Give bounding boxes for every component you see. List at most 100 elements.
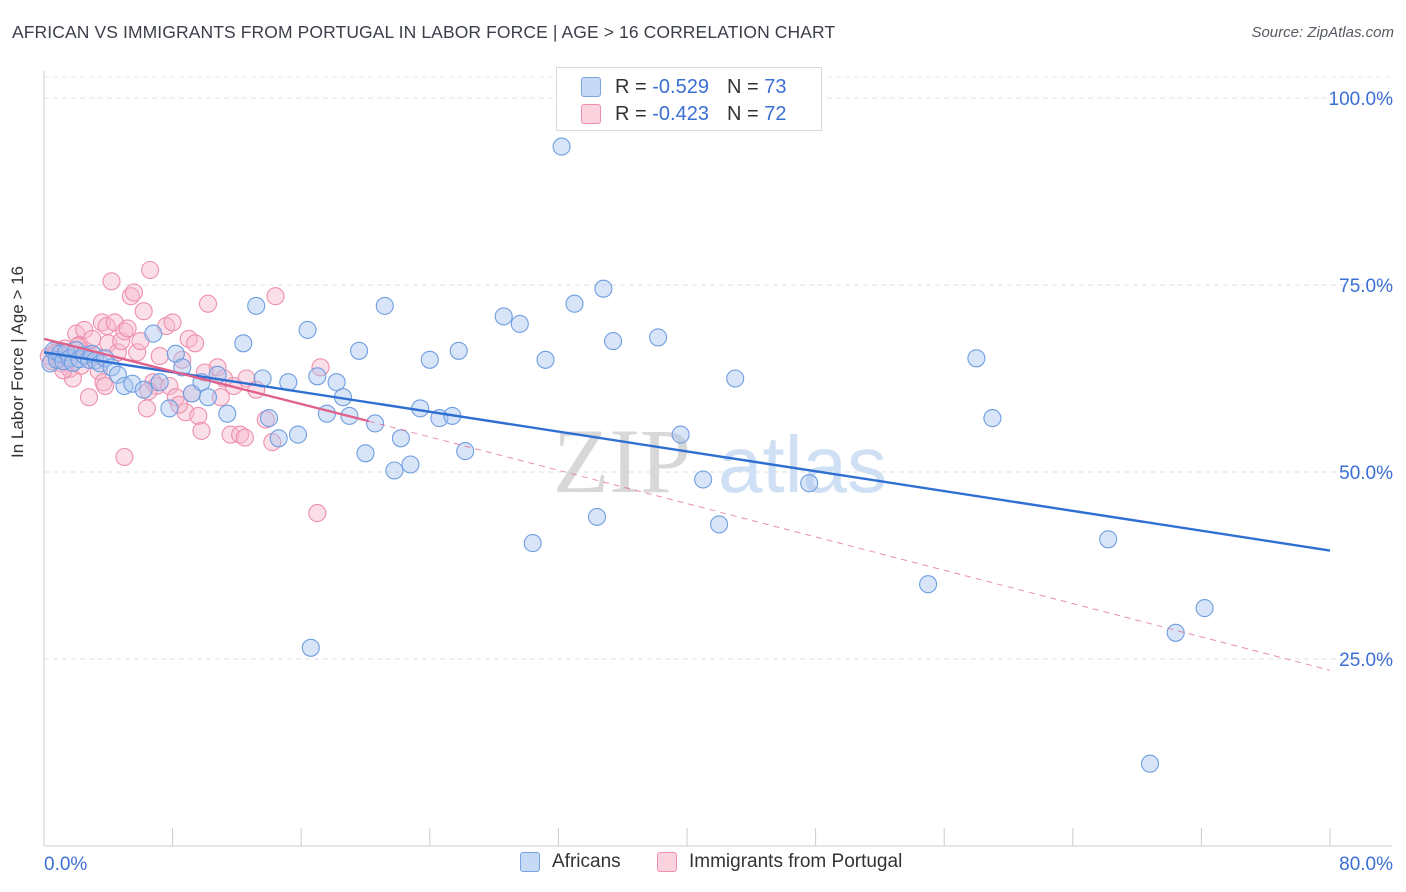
r-label: R = xyxy=(615,102,647,125)
data-point xyxy=(150,347,169,366)
legend-item-portugal[interactable]: Immigrants from Portugal xyxy=(657,851,902,873)
data-point xyxy=(726,369,745,388)
africans-legend-swatch xyxy=(520,852,540,872)
data-point xyxy=(401,455,420,474)
data-point xyxy=(967,349,986,368)
y-tick-label: 75.0% xyxy=(1339,276,1393,297)
data-point xyxy=(247,296,266,315)
watermark-zip: ZIP xyxy=(553,410,691,512)
data-point xyxy=(594,279,613,298)
data-point xyxy=(163,313,182,332)
data-point xyxy=(144,324,163,343)
data-point xyxy=(308,367,327,386)
data-point xyxy=(186,334,205,353)
data-point xyxy=(269,429,288,448)
data-point xyxy=(160,399,179,418)
data-point xyxy=(449,341,468,360)
series-africans-points xyxy=(41,137,1214,773)
data-point xyxy=(102,272,121,291)
n-label: N = xyxy=(726,75,759,98)
watermark-atlas: atlas xyxy=(718,420,887,509)
data-point xyxy=(256,410,275,429)
data-point xyxy=(108,365,127,384)
data-point xyxy=(983,409,1002,428)
data-point xyxy=(649,328,668,347)
data-point xyxy=(189,406,208,425)
data-point xyxy=(169,395,189,414)
data-point xyxy=(327,373,346,392)
axes xyxy=(43,71,1392,847)
data-point xyxy=(118,319,137,338)
data-point xyxy=(536,350,555,369)
data-point xyxy=(301,638,320,657)
data-point xyxy=(96,376,115,396)
data-point xyxy=(1195,599,1214,618)
data-point xyxy=(115,322,134,341)
legend-label-africans: Africans xyxy=(552,851,621,872)
data-point xyxy=(221,425,240,444)
stats-legend: R = -0.529 N = 73 R = -0.423 N = 72 xyxy=(556,67,822,131)
y-tick-label: 50.0% xyxy=(1339,463,1393,484)
data-point xyxy=(308,504,327,523)
x-tick-label-max: 80.0% xyxy=(1339,854,1393,875)
n-value: 73 xyxy=(764,75,787,98)
y-tick-label: 100.0% xyxy=(1329,89,1394,110)
data-point xyxy=(1140,754,1160,773)
data-point xyxy=(800,474,819,493)
data-point xyxy=(124,283,144,302)
r-label: R = xyxy=(615,75,647,98)
data-point xyxy=(604,332,623,351)
data-point xyxy=(211,388,230,407)
data-point xyxy=(494,307,513,326)
data-point xyxy=(266,287,285,306)
data-point xyxy=(134,302,153,321)
data-point xyxy=(218,404,237,423)
data-point xyxy=(356,444,375,463)
data-point xyxy=(1099,530,1118,549)
data-point xyxy=(198,294,218,313)
data-point xyxy=(456,442,475,461)
data-point xyxy=(173,358,192,377)
x-tick-label-min: 0.0% xyxy=(44,854,87,875)
data-point xyxy=(288,425,308,444)
data-point xyxy=(150,373,169,392)
legend-label-portugal: Immigrants from Portugal xyxy=(689,851,903,872)
trend-line xyxy=(43,351,1331,552)
gridlines xyxy=(44,76,1392,660)
data-point xyxy=(231,425,250,444)
n-value: 72 xyxy=(764,102,787,125)
watermark: ZIP atlas xyxy=(553,410,887,512)
data-point xyxy=(587,507,607,526)
data-point xyxy=(523,534,542,553)
data-point xyxy=(192,421,211,440)
data-point xyxy=(919,575,938,594)
data-point xyxy=(375,296,394,315)
y-axis-label: In Labor Force | Age > 16 xyxy=(8,265,27,458)
portugal-swatch xyxy=(581,104,601,124)
data-point xyxy=(141,260,160,280)
r-value: -0.529 xyxy=(652,75,709,98)
data-point xyxy=(1166,623,1185,642)
data-point xyxy=(298,320,317,339)
n-label: N = xyxy=(726,102,759,125)
data-point xyxy=(552,137,571,156)
trend-line xyxy=(43,337,370,423)
source-credit: Source: ZipAtlas.com xyxy=(1251,24,1394,41)
data-point xyxy=(671,425,690,444)
africans-swatch xyxy=(581,77,601,97)
data-point xyxy=(259,409,279,428)
data-point xyxy=(350,341,369,360)
series-immigrants-from-portugal-points xyxy=(39,260,330,523)
data-point xyxy=(317,404,336,423)
data-point xyxy=(235,428,254,447)
data-point xyxy=(366,414,385,433)
data-point xyxy=(420,350,439,369)
data-point xyxy=(123,374,142,393)
y-tick-label: 25.0% xyxy=(1339,650,1393,671)
data-point xyxy=(128,343,147,362)
trend-lines xyxy=(43,337,1331,671)
data-point xyxy=(198,388,218,407)
data-point xyxy=(79,388,99,407)
legend-item-africans[interactable]: Africans xyxy=(520,851,621,873)
